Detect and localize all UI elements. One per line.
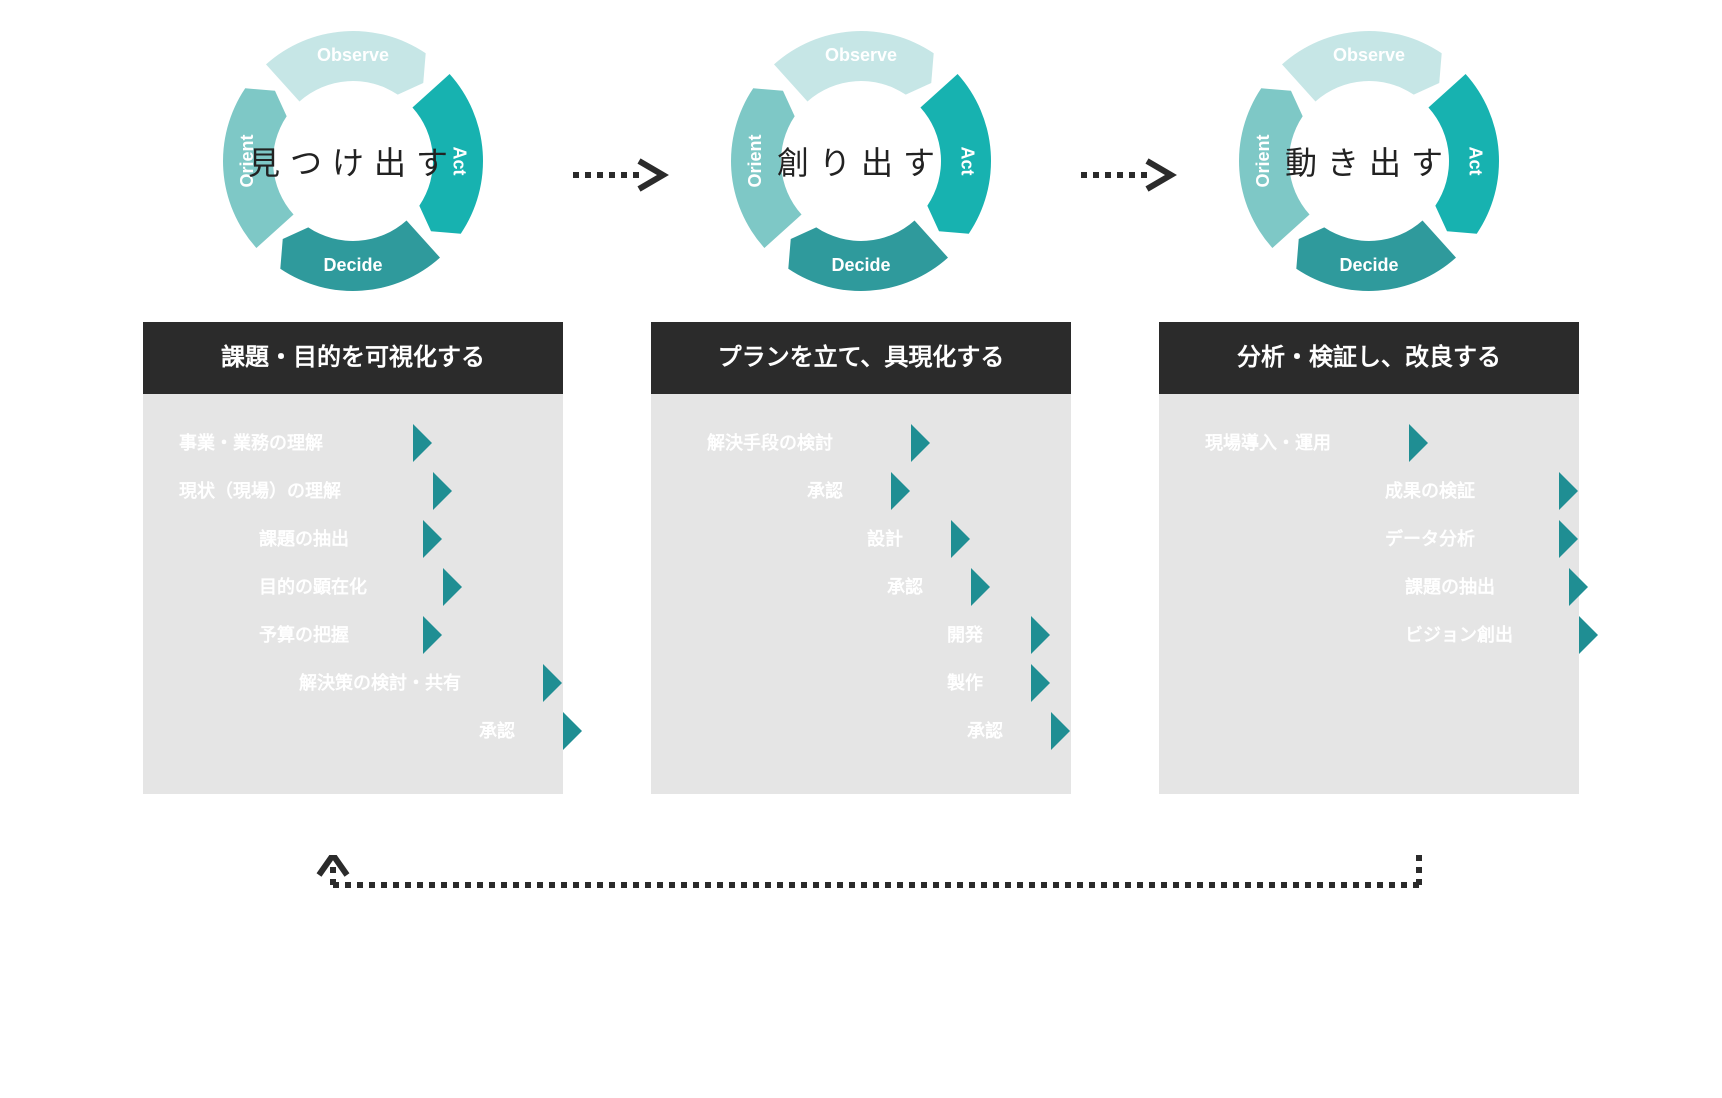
ring-wrap: Observe Act Decide Orient 創り出す bbox=[651, 0, 1071, 322]
step-chevron: 予算の把握 bbox=[243, 616, 423, 654]
step-chevron: 承認 bbox=[951, 712, 1051, 750]
section-title-bar: 分析・検証し、改良する bbox=[1159, 322, 1579, 394]
step-label: 解決策の検討・共有 bbox=[299, 673, 461, 693]
step-label: データ分析 bbox=[1385, 529, 1475, 549]
svg-text:Observe: Observe bbox=[317, 45, 389, 65]
step-label: 解決手段の検討 bbox=[707, 433, 833, 453]
svg-text:Orient: Orient bbox=[745, 134, 765, 187]
step-chevron: 目的の顕在化 bbox=[243, 568, 443, 606]
step-chevron: 承認 bbox=[791, 472, 891, 510]
step-label: 成果の検証 bbox=[1385, 481, 1475, 501]
step-chevron: ビジョン創出 bbox=[1389, 616, 1579, 654]
steps-area: 事業・業務の理解現状（現場）の理解課題の抽出目的の顕在化予算の把握解決策の検討・… bbox=[143, 394, 563, 794]
svg-text:Observe: Observe bbox=[1333, 45, 1405, 65]
step-label: 目的の顕在化 bbox=[259, 577, 367, 597]
ring-center-label: 見つけ出す bbox=[248, 138, 458, 184]
step-chevron: 課題の抽出 bbox=[243, 520, 423, 558]
step-chevron: 解決手段の検討 bbox=[691, 424, 911, 462]
step-label: 事業・業務の理解 bbox=[179, 433, 323, 453]
step-label: 予算の把握 bbox=[259, 625, 349, 645]
step-label: 課題の抽出 bbox=[259, 529, 349, 549]
step-label: 現場導入・運用 bbox=[1205, 433, 1331, 453]
step-label: 課題の抽出 bbox=[1405, 577, 1495, 597]
ring-center-label: 創り出す bbox=[777, 138, 945, 184]
step-chevron: データ分析 bbox=[1369, 520, 1559, 558]
steps-area: 現場導入・運用成果の検証データ分析課題の抽出ビジョン創出 bbox=[1159, 394, 1579, 794]
column-1: ObserveActDecideOrient創り出すプランを立て、具現化する解決… bbox=[651, 0, 1071, 794]
step-chevron: 現状（現場）の理解 bbox=[163, 472, 433, 510]
svg-text:Decide: Decide bbox=[831, 255, 890, 275]
step-chevron: 課題の抽出 bbox=[1389, 568, 1569, 606]
column-2: ObserveActDecideOrient動き出す分析・検証し、改良する現場導… bbox=[1159, 0, 1579, 794]
connector-arrow bbox=[573, 155, 673, 195]
ring-wrap: Observe Act Decide Orient 動き出す bbox=[1159, 0, 1579, 322]
svg-text:Observe: Observe bbox=[825, 45, 897, 65]
section-title-bar: プランを立て、具現化する bbox=[651, 322, 1071, 394]
section-title-bar: 課題・目的を可視化する bbox=[143, 322, 563, 394]
column-0: ObserveActDecideOrient見つけ出す課題・目的を可視化する事業… bbox=[143, 0, 563, 794]
step-label: 承認 bbox=[479, 721, 515, 741]
svg-text:Decide: Decide bbox=[1339, 255, 1398, 275]
ring-center-label: 動き出す bbox=[1285, 138, 1453, 184]
step-chevron: 成果の検証 bbox=[1369, 472, 1559, 510]
step-chevron: 承認 bbox=[871, 568, 971, 606]
svg-text:Decide: Decide bbox=[323, 255, 382, 275]
step-label: 設計 bbox=[867, 529, 903, 549]
step-label: 現状（現場）の理解 bbox=[179, 481, 341, 501]
step-label: 開発 bbox=[947, 625, 983, 645]
steps-area: 解決手段の検討承認設計承認開発製作承認 bbox=[651, 394, 1071, 794]
step-label: 承認 bbox=[887, 577, 923, 597]
step-chevron: 製作 bbox=[931, 664, 1031, 702]
step-label: ビジョン創出 bbox=[1405, 625, 1513, 645]
step-chevron: 承認 bbox=[463, 712, 563, 750]
svg-text:Act: Act bbox=[957, 146, 977, 175]
step-chevron: 設計 bbox=[851, 520, 951, 558]
feedback-loop-arrow bbox=[143, 855, 1579, 915]
step-chevron: 開発 bbox=[931, 616, 1031, 654]
connector-arrow bbox=[1081, 155, 1181, 195]
ring-wrap: ObserveActDecideOrient見つけ出す bbox=[143, 0, 563, 322]
svg-text:Orient: Orient bbox=[1253, 134, 1273, 187]
step-chevron: 現場導入・運用 bbox=[1189, 424, 1409, 462]
svg-text:Act: Act bbox=[1465, 146, 1485, 175]
step-label: 承認 bbox=[807, 481, 843, 501]
step-label: 製作 bbox=[947, 673, 983, 693]
step-chevron: 事業・業務の理解 bbox=[163, 424, 413, 462]
step-chevron: 解決策の検討・共有 bbox=[283, 664, 543, 702]
step-label: 承認 bbox=[967, 721, 1003, 741]
